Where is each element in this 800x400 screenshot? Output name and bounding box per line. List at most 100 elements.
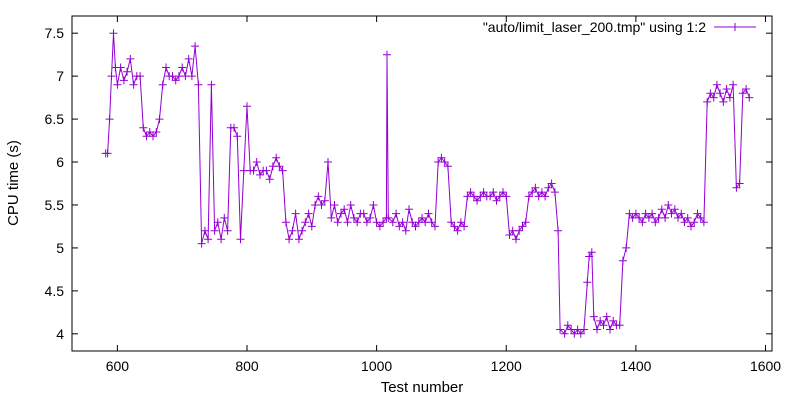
data-point-marker — [738, 89, 747, 98]
data-point-marker — [285, 235, 294, 244]
data-point-marker — [337, 209, 345, 218]
data-point-marker — [587, 248, 596, 257]
data-point-marker — [648, 209, 657, 218]
data-point-marker — [677, 209, 686, 218]
data-point-marker — [223, 226, 232, 235]
y-tick-label: 7.5 — [45, 25, 65, 41]
data-point-marker — [693, 209, 702, 218]
data-point-marker — [207, 80, 216, 89]
data-point-marker — [492, 196, 501, 205]
data-point-marker — [346, 201, 355, 209]
data-point-marker — [427, 218, 436, 227]
data-point-marker — [113, 80, 122, 89]
data-point-marker — [585, 252, 594, 261]
data-point-marker — [512, 235, 520, 244]
data-point-marker — [479, 188, 488, 197]
data-point-marker — [200, 226, 209, 235]
data-point-marker — [667, 209, 676, 218]
data-point-marker — [531, 183, 540, 192]
data-point-marker — [554, 226, 563, 235]
data-point-marker — [158, 80, 167, 89]
data-point-marker — [437, 153, 446, 162]
data-point-marker — [220, 213, 229, 222]
data-point-marker — [696, 213, 705, 222]
data-point-marker — [638, 218, 647, 227]
data-point-marker — [502, 192, 511, 201]
data-point-marker — [405, 205, 413, 214]
data-point-marker — [576, 329, 585, 338]
data-point-marker — [395, 222, 404, 231]
x-tick-label: 1200 — [491, 358, 522, 374]
x-tick-label: 1600 — [750, 358, 781, 374]
data-point-marker — [651, 218, 660, 227]
data-point-marker — [680, 218, 689, 227]
y-tick-label: 7 — [56, 68, 64, 84]
data-point-marker — [333, 218, 342, 227]
data-point-marker — [556, 325, 565, 334]
series-layer — [101, 29, 754, 338]
data-point-marker — [518, 222, 527, 231]
data-point-marker — [722, 85, 731, 93]
data-point-marker — [580, 325, 588, 334]
data-point-marker — [742, 85, 751, 93]
data-point-marker — [136, 72, 145, 81]
data-point-marker — [732, 183, 741, 192]
data-point-marker — [644, 213, 653, 222]
data-point-marker — [596, 316, 605, 325]
data-point-marker — [515, 226, 524, 235]
data-point-marker — [725, 93, 734, 102]
y-tick-label: 5 — [56, 240, 64, 256]
data-point-marker — [550, 188, 559, 197]
data-point-marker — [440, 158, 449, 166]
data-point-marker — [606, 325, 614, 334]
data-point-marker — [583, 278, 592, 287]
data-point-marker — [411, 222, 420, 231]
data-point-marker — [729, 80, 738, 89]
plot-frame — [71, 15, 773, 352]
data-point-marker — [699, 218, 708, 227]
data-point-marker — [375, 222, 384, 231]
data-point-marker — [349, 213, 358, 222]
data-point-marker — [456, 218, 465, 227]
data-point-marker — [392, 209, 401, 218]
data-point-marker — [719, 97, 728, 106]
data-point-marker — [149, 132, 157, 141]
data-point-marker — [453, 226, 462, 235]
data-point-marker — [602, 312, 611, 321]
data-point-marker — [424, 209, 433, 218]
data-point-marker — [152, 128, 161, 136]
data-point-marker — [187, 72, 196, 81]
data-point-marker — [618, 256, 627, 265]
data-point-marker — [593, 325, 601, 334]
data-point-marker — [489, 188, 498, 197]
data-point-marker — [635, 213, 644, 222]
data-point-marker — [383, 50, 391, 59]
x-axis-label: Test number — [381, 379, 464, 396]
data-point-marker — [330, 201, 339, 209]
legend-marker-sample — [731, 23, 739, 31]
data-point-marker — [119, 76, 128, 85]
data-point-marker — [661, 213, 670, 222]
data-point-marker — [622, 243, 631, 252]
data-point-marker — [505, 231, 514, 239]
data-point-marker — [716, 89, 725, 98]
data-point-marker — [706, 89, 715, 98]
data-point-marker — [541, 192, 550, 201]
data-point-marker — [278, 166, 287, 175]
data-point-marker — [674, 213, 682, 222]
data-point-marker — [178, 63, 187, 72]
data-point-marker — [340, 205, 349, 214]
data-point-marker — [109, 29, 118, 38]
data-point-marker — [670, 205, 679, 214]
y-tick-label: 6.5 — [45, 111, 65, 127]
data-point-marker — [362, 218, 371, 227]
data-point-marker — [353, 218, 362, 227]
data-point-marker — [298, 226, 307, 235]
legend: "auto/limit_laser_200.tmp" using 1:2 — [483, 19, 756, 35]
data-point-marker — [379, 218, 388, 227]
data-point-marker — [563, 321, 572, 330]
y-tick-label: 5.5 — [45, 197, 65, 213]
data-point-marker — [473, 196, 482, 205]
